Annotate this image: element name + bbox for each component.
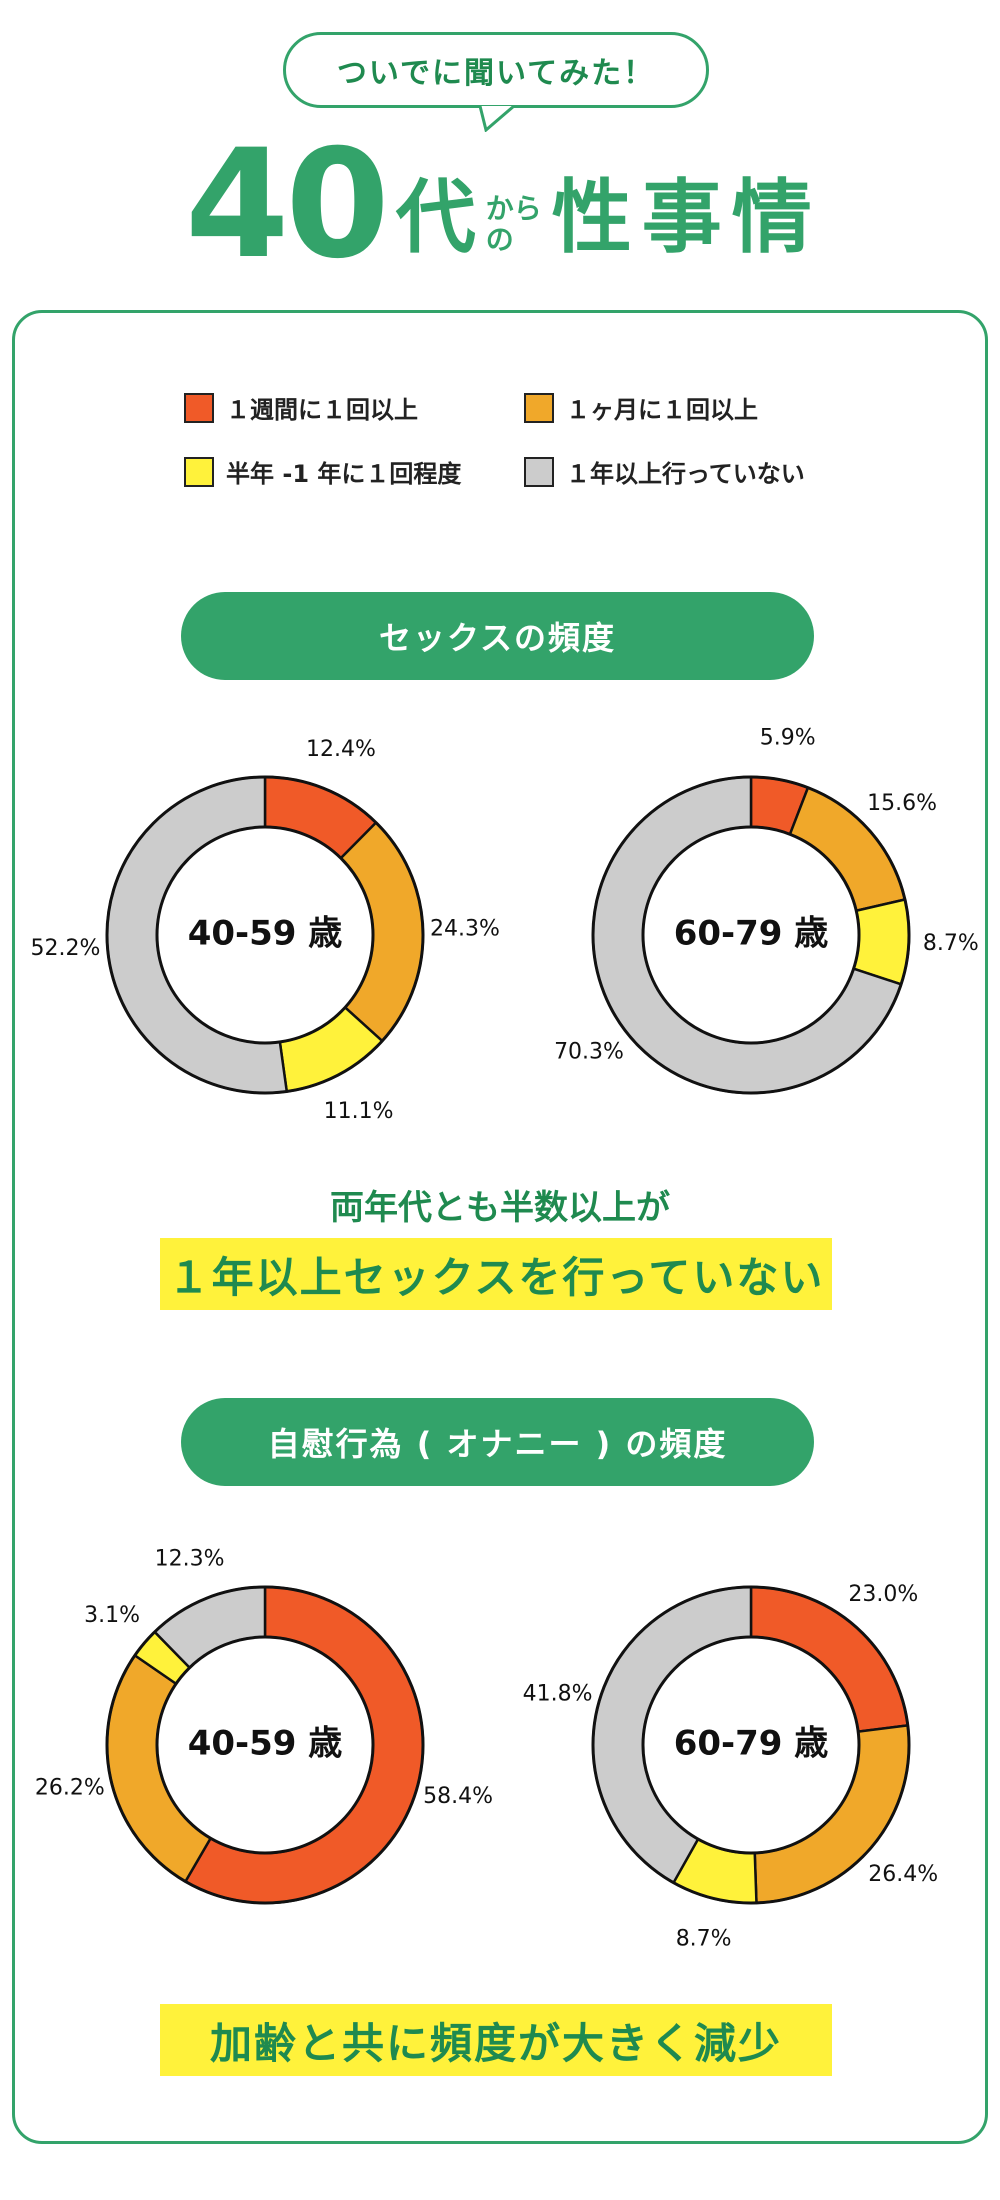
donut-inner-ring [641,1635,861,1855]
donut-outer-ring [591,775,911,1095]
donut-center-label: 60-79 歳 [674,914,829,954]
legend-item-over-year: １年以上行っていない [524,454,805,489]
section-title-sex: セックスの頻度 [181,592,814,680]
legend-item-halfyear: 半年 -1 年に１回程度 [184,454,461,489]
slice-percent-label: 5.9% [760,725,816,750]
header-bubble: ついでに聞いてみた！ [283,32,709,108]
title-kara-1: から [485,192,542,226]
slice-percent-label: 3.1% [84,1603,140,1628]
donut-center-label: 40-59 歳 [188,1724,343,1764]
donut-center-label: 60-79 歳 [674,1724,829,1764]
legend-swatch [524,456,554,487]
slice-percent-label: 11.1% [324,1099,394,1124]
slice-percent-label: 26.2% [35,1776,105,1801]
donut-outer-ring [105,1585,425,1905]
summary-highlight-masturbation: 加齢と共に頻度が大きく減少 [160,2004,832,2076]
legend-label: 半年 -1 年に１回程度 [226,460,462,488]
slice-percent-label: 12.4% [306,737,376,762]
title-dai: 代 [395,171,476,264]
title-kara: から の [486,194,542,256]
title-number: 40 [185,118,390,292]
slice-percent-label: 24.3% [430,916,500,941]
donut-chart-masturbation-60-79: 23.0% 26.4% 8.7% 41.8% 60-79 歳 [523,1582,939,1951]
donut-outer-ring [105,775,425,1095]
section-title-masturbation: 自慰行為 ( オナニー ) の頻度 [181,1398,814,1486]
donut-outer-ring [591,1585,911,1905]
slice-percent-label: 52.2% [31,936,101,961]
title-main: 性事情 [551,171,822,264]
slice-percent-label: 8.7% [923,931,979,956]
legend-swatch [184,456,214,487]
slice-percent-label: 12.3% [155,1547,225,1572]
slice-percent-label: 8.7% [676,1926,732,1951]
slice-percent-label: 23.0% [848,1582,918,1607]
donut-inner-ring [641,825,861,1045]
donut-inner-ring [155,1635,375,1855]
summary-line: 両年代とも半数以上が [330,1188,670,1228]
legend-label: １年以上行っていない [566,460,805,488]
donut-chart-sex-40-59: 12.4% 24.3% 11.1% 52.2% 40-59 歳 [31,737,500,1124]
title-kara-2: の [485,223,514,257]
slice-percent-label: 70.3% [554,1039,624,1064]
slice-percent-label: 15.6% [867,791,937,816]
legend-item-weekly: １週間に１回以上 [184,390,418,425]
donut-chart-masturbation-40-59: 58.4% 26.2% 3.1% 12.3% 40-59 歳 [35,1547,493,1905]
donut-center-label: 40-59 歳 [188,914,343,954]
legend-label: １ヶ月に１回以上 [566,396,758,424]
slice-percent-label: 26.4% [868,1862,938,1887]
legend-swatch [184,392,214,423]
donut-chart-sex-60-79: 5.9% 15.6% 8.7% 70.3% 60-79 歳 [554,725,979,1095]
slice-percent-label: 58.4% [423,1784,493,1809]
summary-highlight-sex: １年以上セックスを行っていない [160,1238,832,1310]
donut-inner-ring [155,825,375,1045]
legend-label: １週間に１回以上 [226,396,418,424]
legend-swatch [524,392,554,423]
slice-percent-label: 41.8% [523,1681,593,1706]
page-title: 40 代 から の 性事情 [185,130,822,280]
legend-item-monthly: １ヶ月に１回以上 [524,390,758,425]
